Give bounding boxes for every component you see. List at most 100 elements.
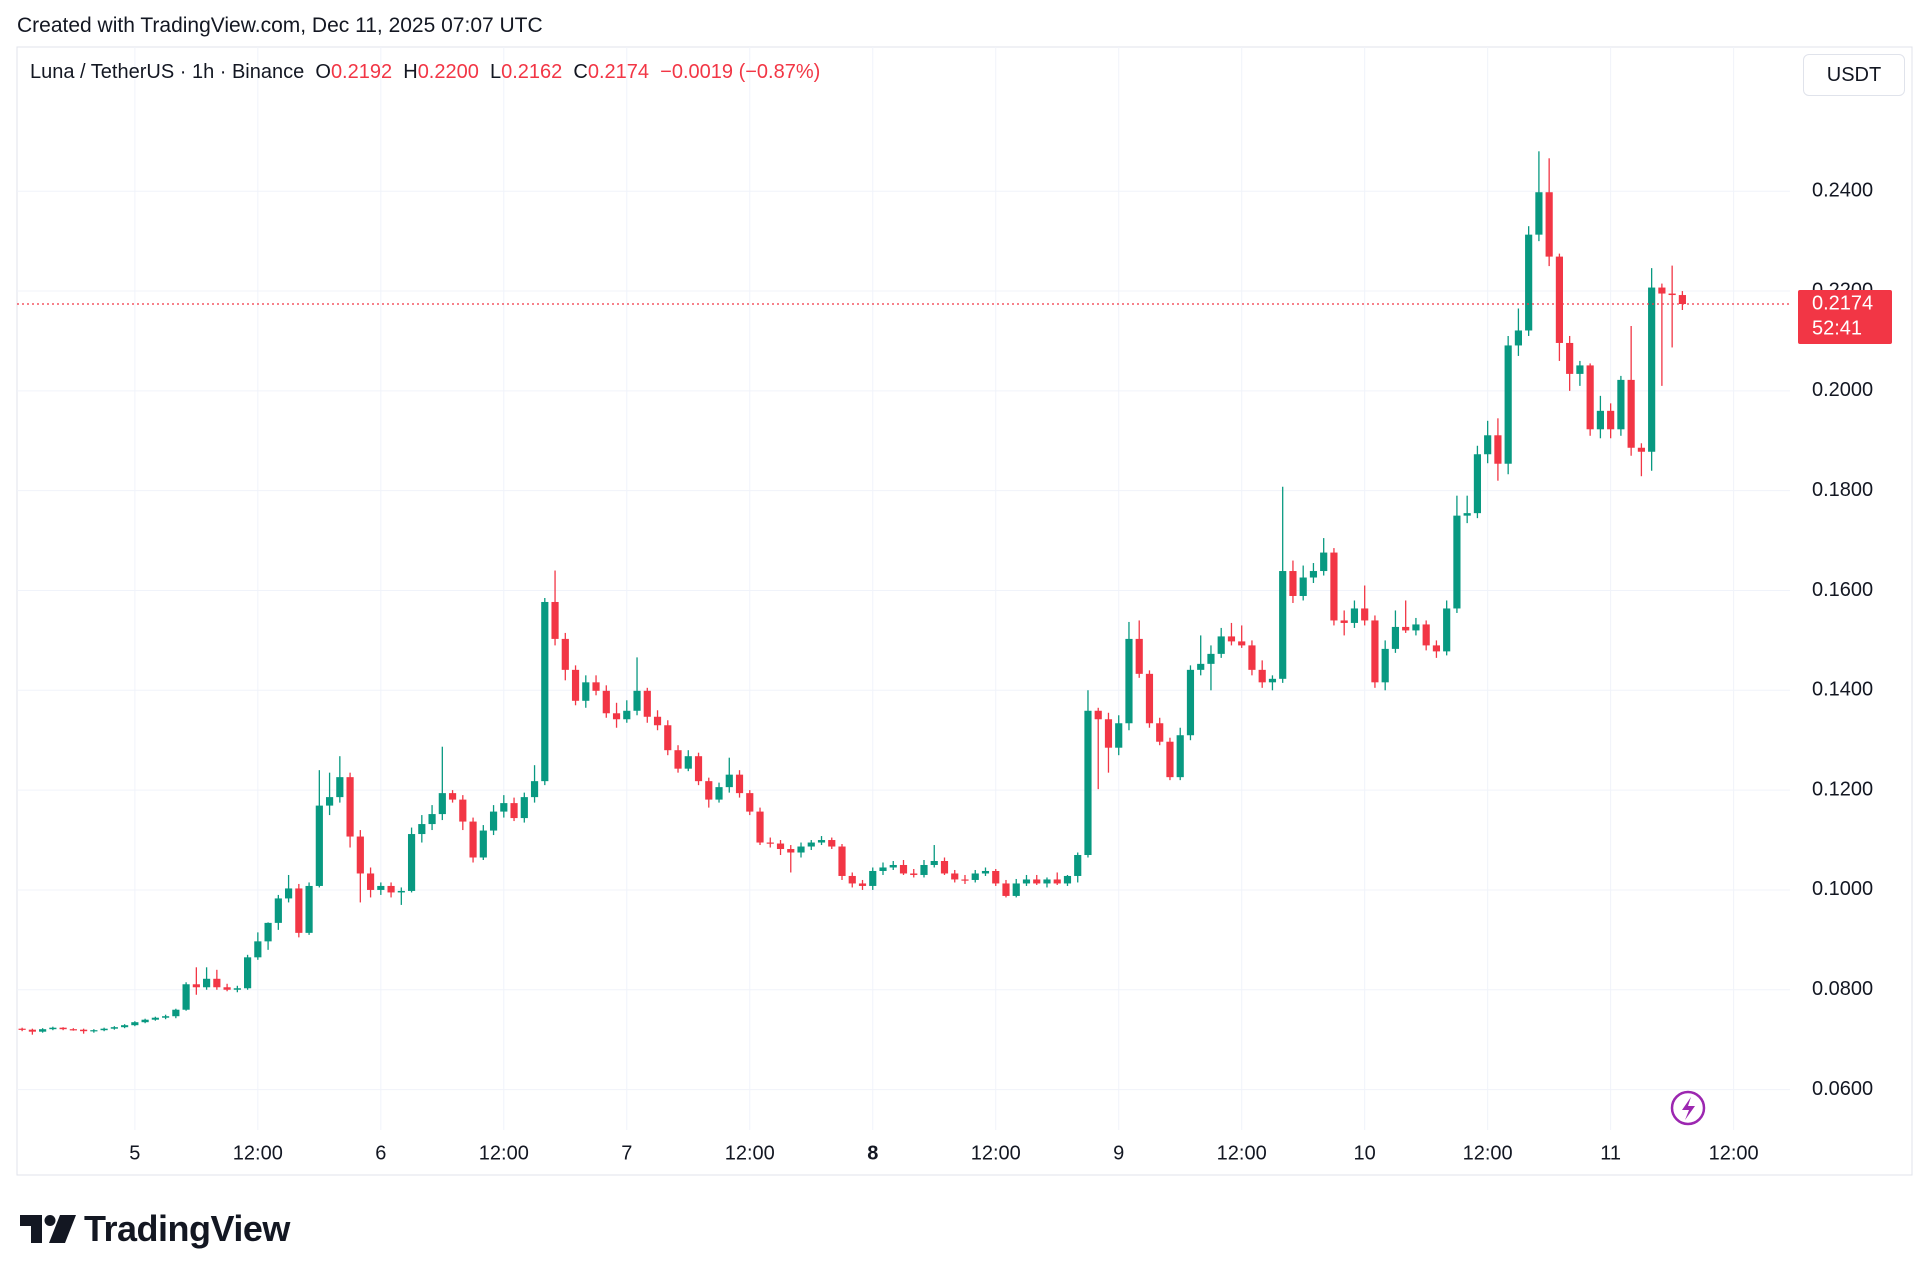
candle-body bbox=[1002, 883, 1010, 896]
x-tick-label: 12:00 bbox=[725, 1142, 775, 1164]
candle-body bbox=[705, 781, 713, 800]
candle-body bbox=[1361, 608, 1369, 621]
candle-body bbox=[571, 669, 580, 701]
candle-body bbox=[1545, 192, 1553, 257]
candle-body bbox=[971, 873, 979, 880]
candle-body bbox=[623, 710, 631, 720]
candle-body bbox=[162, 1016, 170, 1018]
candle-body bbox=[438, 793, 446, 815]
low-value: 0.2162 bbox=[501, 61, 563, 83]
candle-body bbox=[858, 883, 867, 886]
open-value: 0.2192 bbox=[330, 61, 393, 83]
open-label: O bbox=[315, 61, 331, 83]
candle-body bbox=[1463, 513, 1471, 516]
candle-body bbox=[1320, 552, 1328, 572]
candle-body bbox=[1381, 648, 1389, 683]
y-tick-label: 0.1200 bbox=[1812, 778, 1873, 800]
high-label: H bbox=[403, 61, 418, 83]
candle-body bbox=[910, 873, 918, 875]
candle-body bbox=[1617, 379, 1625, 430]
candle-body bbox=[889, 864, 897, 868]
candle-body bbox=[1535, 192, 1543, 235]
alert-icon[interactable] bbox=[1670, 1090, 1706, 1126]
candle-body bbox=[121, 1025, 129, 1028]
candle-body bbox=[489, 811, 498, 831]
y-tick-label: 0.2400 bbox=[1812, 180, 1873, 202]
candle-body bbox=[387, 885, 395, 893]
candle-body bbox=[1309, 571, 1318, 578]
candle-body bbox=[1412, 624, 1420, 631]
candle-body bbox=[1555, 256, 1563, 343]
symbol: Luna / TetherUS · 1h · Binance bbox=[30, 61, 305, 83]
candle-body bbox=[633, 690, 641, 711]
candle-body bbox=[1443, 608, 1451, 652]
candle-body bbox=[1238, 641, 1246, 646]
candle-body bbox=[325, 797, 334, 806]
candle-body bbox=[920, 864, 928, 875]
candle-body bbox=[961, 879, 969, 881]
candle-body bbox=[817, 840, 826, 843]
candle-body bbox=[1115, 723, 1123, 748]
candle-body bbox=[1156, 723, 1164, 742]
candle-body bbox=[69, 1029, 77, 1031]
candle-body bbox=[377, 885, 385, 890]
candle-body bbox=[1504, 345, 1512, 464]
candle-body bbox=[49, 1027, 57, 1030]
currency-button[interactable]: USDT bbox=[1803, 54, 1905, 96]
candle-body bbox=[500, 803, 508, 812]
candle-body bbox=[1207, 653, 1215, 664]
candle-body bbox=[1043, 879, 1051, 884]
candle-body bbox=[59, 1027, 67, 1030]
candle-body bbox=[551, 601, 559, 639]
candle-body bbox=[766, 842, 774, 844]
price-tag-price: 0.2174 bbox=[1812, 292, 1873, 314]
candle-body bbox=[28, 1029, 36, 1032]
candle-body bbox=[428, 814, 436, 825]
candle-body bbox=[735, 774, 744, 794]
candle-body bbox=[1248, 645, 1256, 670]
candle-body bbox=[151, 1017, 159, 1020]
candle-body bbox=[838, 846, 846, 876]
x-tick-label: 11 bbox=[1600, 1142, 1621, 1164]
candle-body bbox=[182, 984, 190, 1010]
candle-body bbox=[1484, 435, 1492, 455]
x-tick-label: 7 bbox=[621, 1142, 632, 1164]
candle-body bbox=[233, 988, 241, 990]
candle-body bbox=[397, 890, 405, 893]
candle-body bbox=[684, 756, 692, 769]
candle-body bbox=[807, 842, 815, 847]
candle-body bbox=[80, 1029, 88, 1032]
candle-body bbox=[1514, 330, 1523, 346]
candle-body bbox=[1576, 365, 1584, 374]
change: −0.0019 (−0.87%) bbox=[660, 61, 821, 83]
candle-body bbox=[1268, 678, 1277, 683]
candle-body bbox=[223, 987, 231, 990]
candle-body bbox=[992, 870, 1000, 884]
candle-body bbox=[1607, 410, 1615, 430]
candle-body bbox=[1279, 571, 1287, 679]
x-tick-label: 5 bbox=[129, 1142, 140, 1164]
candle-body bbox=[469, 821, 477, 858]
candle-body bbox=[295, 888, 303, 933]
candle-body bbox=[776, 843, 785, 850]
candle-body bbox=[1186, 669, 1195, 736]
candle-body bbox=[141, 1019, 149, 1023]
y-tick-label: 0.2000 bbox=[1812, 379, 1873, 401]
candle-body bbox=[1022, 879, 1031, 884]
candle-body bbox=[530, 781, 539, 798]
candle-body bbox=[1627, 379, 1635, 448]
candle-body bbox=[1525, 234, 1533, 331]
candle-body bbox=[725, 774, 733, 788]
candle-body bbox=[1227, 636, 1236, 642]
candle-body bbox=[715, 787, 723, 800]
candle-body bbox=[1391, 626, 1400, 649]
candle-body bbox=[274, 898, 282, 923]
x-tick-label: 12:00 bbox=[479, 1142, 529, 1164]
logo[interactable]: TradingView bbox=[20, 1208, 290, 1250]
candle-body bbox=[602, 690, 610, 714]
candle-body bbox=[520, 797, 528, 819]
candle-body bbox=[1432, 645, 1441, 652]
candle-body bbox=[582, 682, 590, 701]
